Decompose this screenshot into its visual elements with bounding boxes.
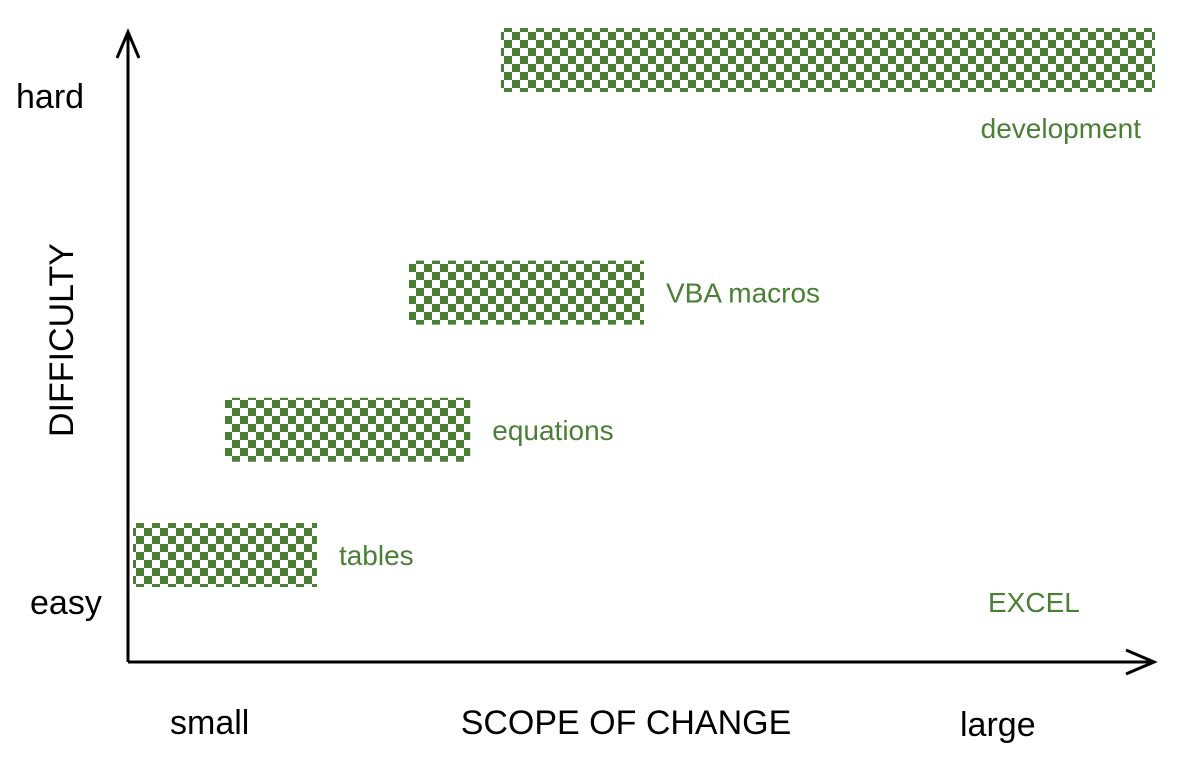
label-development: development (981, 113, 1142, 144)
bar-development (500, 28, 1155, 92)
corner-label-excel: EXCEL (988, 587, 1080, 618)
label-tables: tables (339, 540, 414, 571)
axes (115, 28, 1158, 676)
bar-vba-macros (408, 260, 644, 325)
y-axis-title: DIFFICULTY (43, 243, 81, 437)
x-axis-title: SCOPE OF CHANGE (461, 704, 792, 742)
x-axis-left-label: small (170, 704, 249, 742)
y-axis-bottom-label: easy (30, 584, 102, 622)
y-axis-arrowhead (115, 28, 141, 59)
x-axis-arrowhead (1125, 648, 1158, 676)
bar-tables (133, 523, 317, 587)
y-axis-top-label: hard (16, 78, 84, 116)
label-vba-macros: VBA macros (666, 278, 820, 309)
capability-bars: tables equations VBA macros development (133, 28, 1155, 587)
label-equations: equations (492, 415, 613, 446)
x-axis-right-label: large (960, 706, 1036, 744)
bar-equations (224, 397, 471, 462)
